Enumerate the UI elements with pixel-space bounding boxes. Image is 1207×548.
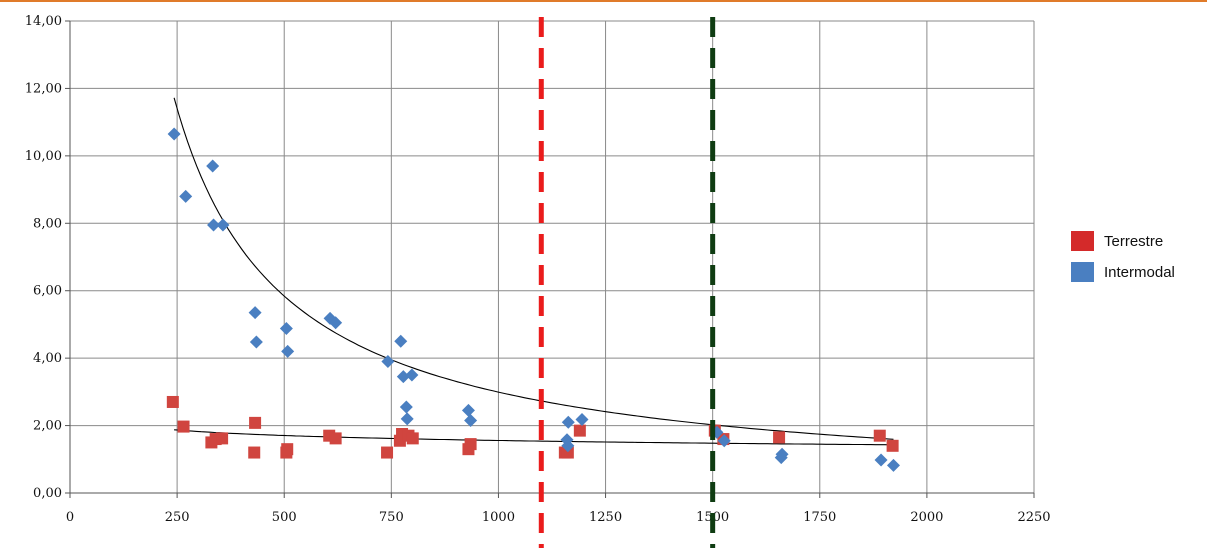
x-tick-label: 250: [165, 510, 190, 525]
trendline-terrestre: [174, 429, 894, 446]
x-tick-label: 2250: [1017, 510, 1050, 525]
point-intermodal: [717, 434, 731, 448]
y-tick-label: 4,00: [33, 351, 62, 366]
point-intermodal: [399, 400, 413, 414]
point-terrestre: [464, 438, 477, 451]
grid-vertical: [69, 21, 1035, 493]
point-terrestre: [166, 395, 179, 408]
point-intermodal: [167, 127, 181, 141]
point-intermodal: [886, 458, 900, 472]
point-intermodal: [394, 334, 408, 348]
point-terrestre: [561, 446, 574, 459]
y-tick-label: 8,00: [33, 216, 62, 231]
point-intermodal: [381, 355, 395, 369]
series-intermodal: [167, 127, 900, 472]
point-intermodal: [279, 321, 293, 335]
trendlines: [173, 97, 894, 446]
point-terrestre: [773, 431, 786, 444]
y-tick-label: 12,00: [25, 81, 62, 96]
legend-swatch-intermodal: [1071, 262, 1094, 282]
axes: [69, 21, 1034, 494]
legend-swatch-terrestre: [1071, 231, 1094, 251]
y-tick-label: 14,00: [25, 14, 62, 29]
point-intermodal: [575, 413, 589, 427]
point-intermodal: [400, 412, 414, 426]
y-axis-ticks: 0,00 2,00 4,00 6,00 8,00 10,00 12,00 14,00: [25, 14, 70, 501]
point-intermodal: [561, 439, 575, 453]
x-tick-label: 2000: [910, 510, 943, 525]
legend-label-intermodal: Intermodal: [1104, 264, 1175, 281]
point-intermodal: [249, 335, 263, 349]
y-tick-label: 2,00: [33, 419, 62, 434]
y-tick-label: 0,00: [33, 486, 62, 501]
point-intermodal: [396, 370, 410, 384]
point-intermodal: [207, 218, 221, 232]
point-intermodal: [464, 414, 478, 428]
x-tick-label: 0: [66, 510, 74, 525]
point-terrestre: [329, 432, 342, 445]
x-tick-label: 1750: [803, 510, 836, 525]
x-tick-label: 750: [379, 510, 404, 525]
y-tick-label: 10,00: [25, 149, 62, 164]
point-intermodal: [248, 306, 262, 320]
legend: Terrestre Intermodal: [1071, 231, 1175, 282]
point-intermodal: [281, 344, 295, 358]
point-intermodal: [461, 403, 475, 417]
y-tick-label: 6,00: [33, 284, 62, 299]
point-intermodal: [329, 316, 343, 330]
point-terrestre: [177, 420, 190, 433]
legend-label-terrestre: Terrestre: [1104, 233, 1163, 250]
series-terrestre: [166, 395, 899, 459]
x-tick-label: 1250: [589, 510, 622, 525]
point-terrestre: [216, 432, 229, 445]
x-axis-ticks: 0250500750100012501500175020002250: [66, 493, 1051, 525]
point-terrestre: [573, 424, 586, 437]
top-border: [0, 0, 1207, 2]
point-terrestre: [248, 446, 261, 459]
point-intermodal: [216, 218, 230, 232]
grid-horizontal: [70, 20, 1034, 494]
point-intermodal: [775, 447, 789, 461]
point-terrestre: [381, 446, 394, 459]
point-terrestre: [886, 439, 899, 452]
trendline-intermodal: [173, 97, 894, 440]
reference-lines: [538, 17, 716, 548]
x-tick-label: 500: [272, 510, 297, 525]
point-terrestre: [406, 432, 419, 445]
point-intermodal: [561, 415, 575, 429]
x-tick-label: 1000: [482, 510, 515, 525]
point-intermodal: [179, 189, 193, 203]
point-intermodal: [405, 368, 419, 382]
point-intermodal: [206, 159, 220, 173]
point-terrestre: [281, 443, 294, 456]
point-terrestre: [249, 416, 262, 429]
point-terrestre: [873, 429, 886, 442]
point-intermodal: [874, 453, 888, 467]
